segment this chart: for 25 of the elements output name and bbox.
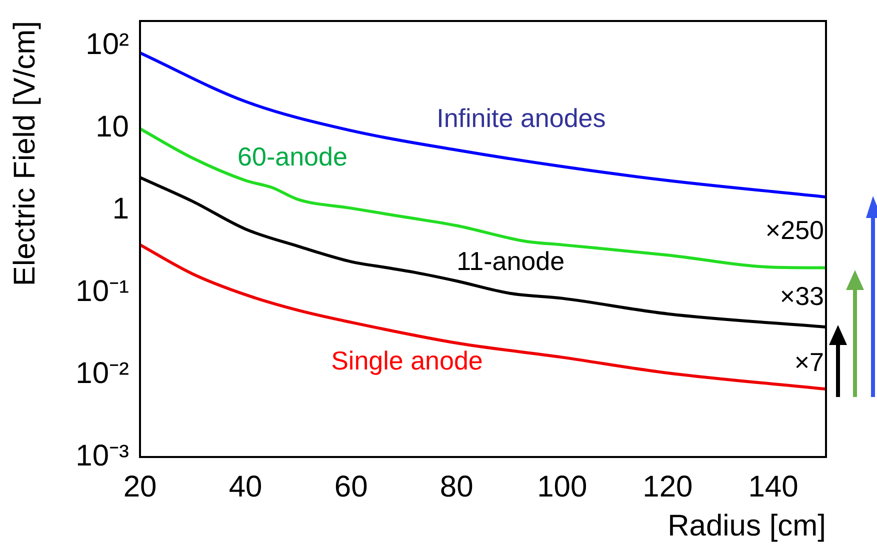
x-tick-label: 140: [748, 470, 798, 504]
x-tick-label: 60: [334, 470, 368, 504]
y-tick-label: 10⁻¹: [76, 274, 130, 308]
x-tick-label: 100: [537, 470, 588, 504]
y-tick-label: 1: [112, 192, 129, 226]
y-tick-label: 10: [96, 110, 129, 144]
y-tick-label: 10²: [86, 28, 130, 62]
line-series: [140, 51, 826, 198]
line-series: [140, 127, 826, 270]
annotation: ×250: [765, 215, 824, 246]
x-tick-label: 80: [440, 470, 474, 504]
y-axis-title: Electric Field [V/cm]: [8, 21, 42, 286]
series-label: Infinite anodes: [436, 103, 606, 134]
annotation: ×7: [794, 347, 824, 378]
series-label: 11-anode: [456, 246, 565, 276]
series-label: Single anode: [331, 345, 483, 376]
series-label: 60-anode: [238, 142, 348, 172]
y-tick-label: 10⁻³: [76, 439, 130, 472]
x-tick-label: 40: [228, 470, 262, 504]
x-tick-label: 20: [123, 470, 157, 504]
line-series: [140, 243, 826, 391]
x-axis-title: Radius [cm]: [668, 509, 826, 542]
annotation: ×33: [780, 281, 824, 312]
x-tick-label: 120: [642, 470, 693, 504]
y-tick-label: 10⁻²: [76, 357, 130, 390]
